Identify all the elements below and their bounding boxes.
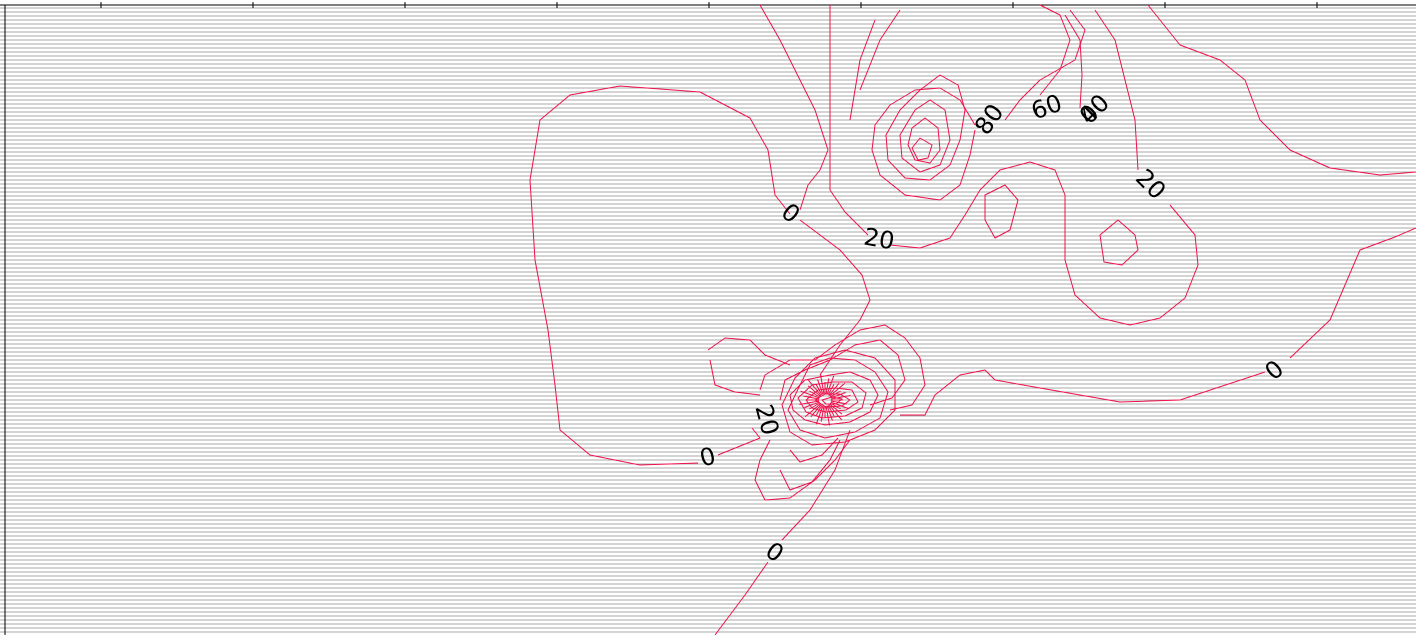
contour-line (759, 4, 829, 211)
peak-contour-stroke (803, 395, 820, 400)
peak-contour-stroke (804, 401, 820, 408)
contour-lines (529, 4, 1416, 635)
contour-line (799, 219, 871, 376)
peak-contour-stroke (815, 404, 823, 416)
contour-line (849, 19, 876, 121)
contour-line (889, 161, 1199, 326)
peak-contour-stroke (830, 401, 850, 410)
peak-contour-stroke (819, 374, 825, 395)
contour-line (1099, 219, 1139, 266)
contour-line (754, 439, 851, 501)
contour-line (885, 74, 966, 181)
contour-line (899, 99, 951, 173)
peak-contour-stroke (830, 394, 851, 400)
contour-line (1004, 9, 1086, 121)
contour-line (829, 5, 869, 236)
peak-contour-stroke (804, 403, 821, 418)
peak-contour-stroke (820, 405, 825, 422)
peak-contour-stroke (829, 390, 841, 398)
peak-contour-stroke (826, 375, 835, 395)
contour-line (759, 324, 926, 411)
contour-line (779, 439, 841, 491)
peak-contour-stroke (815, 405, 824, 425)
contour-line (911, 137, 933, 161)
contour-line (1289, 227, 1416, 359)
peak-contour-stroke (829, 403, 843, 415)
peak-contour-stroke (825, 378, 830, 395)
contour-line (821, 396, 843, 405)
contour-line (789, 371, 879, 426)
peak-contour-stroke (830, 392, 846, 399)
contour-line (1039, 4, 1071, 96)
contour-line (714, 561, 769, 635)
peak-contour-stroke (807, 385, 821, 397)
contour-line (717, 427, 761, 456)
contour-line (900, 369, 1266, 416)
contour-line (1064, 14, 1083, 109)
peak-contour-stroke (825, 405, 831, 426)
peak-contour-stroke (829, 402, 841, 410)
contour-line (789, 437, 839, 463)
contour-label: 20 (862, 223, 897, 256)
contour-line (871, 87, 976, 201)
contour-line (984, 184, 1019, 239)
contour-line (787, 357, 889, 439)
contour-line (859, 9, 901, 91)
contour-line (1147, 4, 1416, 176)
peak-contour-stroke (809, 390, 821, 398)
peak-contour-stroke (800, 390, 820, 399)
contour-line (781, 349, 896, 446)
peak-contour-stroke (829, 382, 846, 397)
background-hatch (0, 7, 1416, 633)
contour-line (709, 359, 761, 396)
peak-contour-stroke (827, 404, 835, 416)
contour-line (1094, 9, 1139, 171)
peak-contour-stroke (828, 404, 843, 421)
peak-contour-stroke (799, 400, 820, 406)
contour-line (707, 337, 791, 366)
peak-contour-stroke (807, 379, 822, 396)
contour-label: 0 (697, 442, 719, 473)
peak-contour-stroke (815, 384, 823, 396)
peak-contour-stroke (810, 404, 822, 418)
peak-contour-stroke (817, 379, 824, 395)
peak-contour-stroke (828, 382, 840, 396)
peak-contour-stroke (827, 384, 835, 396)
peak-contour-stroke (830, 400, 847, 405)
contour-line (529, 85, 791, 466)
contour-line (907, 117, 941, 164)
peak-contour-stroke (826, 405, 833, 421)
contour-line (779, 339, 906, 406)
peak-contour-stroke (809, 402, 821, 410)
